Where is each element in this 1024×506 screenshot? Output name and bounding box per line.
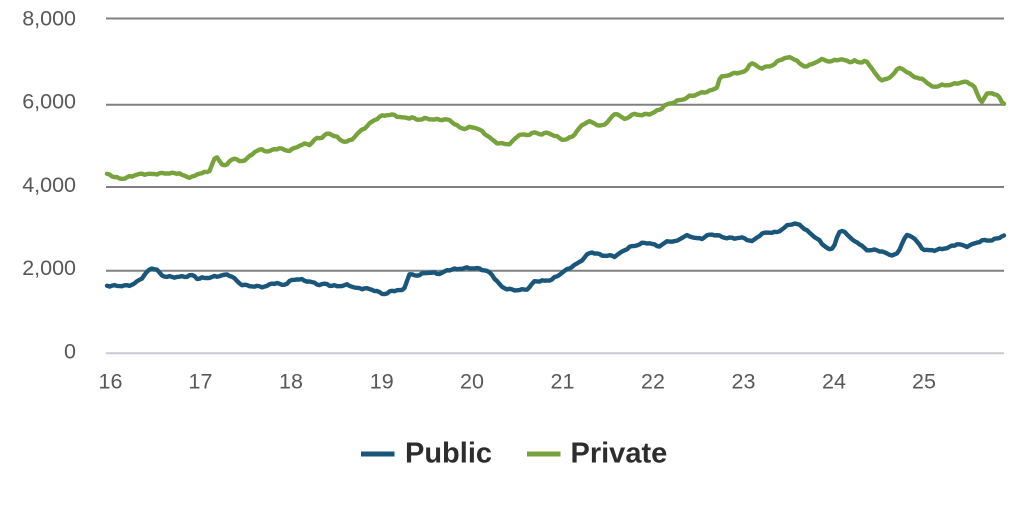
svg-text:19: 19 bbox=[370, 370, 394, 394]
svg-text:4,000: 4,000 bbox=[22, 173, 76, 197]
svg-text:Private: Private bbox=[571, 438, 668, 470]
svg-text:18: 18 bbox=[279, 370, 303, 394]
svg-text:25: 25 bbox=[912, 370, 936, 394]
svg-text:6,000: 6,000 bbox=[22, 89, 76, 113]
svg-text:16: 16 bbox=[99, 370, 123, 394]
svg-text:22: 22 bbox=[641, 370, 665, 394]
svg-text:24: 24 bbox=[822, 370, 846, 394]
svg-text:2,000: 2,000 bbox=[22, 256, 76, 280]
svg-text:8,000: 8,000 bbox=[22, 7, 76, 31]
svg-text:21: 21 bbox=[551, 370, 575, 394]
svg-text:Public: Public bbox=[405, 438, 492, 470]
svg-text:0: 0 bbox=[64, 340, 76, 364]
svg-text:20: 20 bbox=[460, 370, 484, 394]
svg-text:23: 23 bbox=[732, 370, 756, 394]
svg-text:17: 17 bbox=[189, 370, 213, 394]
